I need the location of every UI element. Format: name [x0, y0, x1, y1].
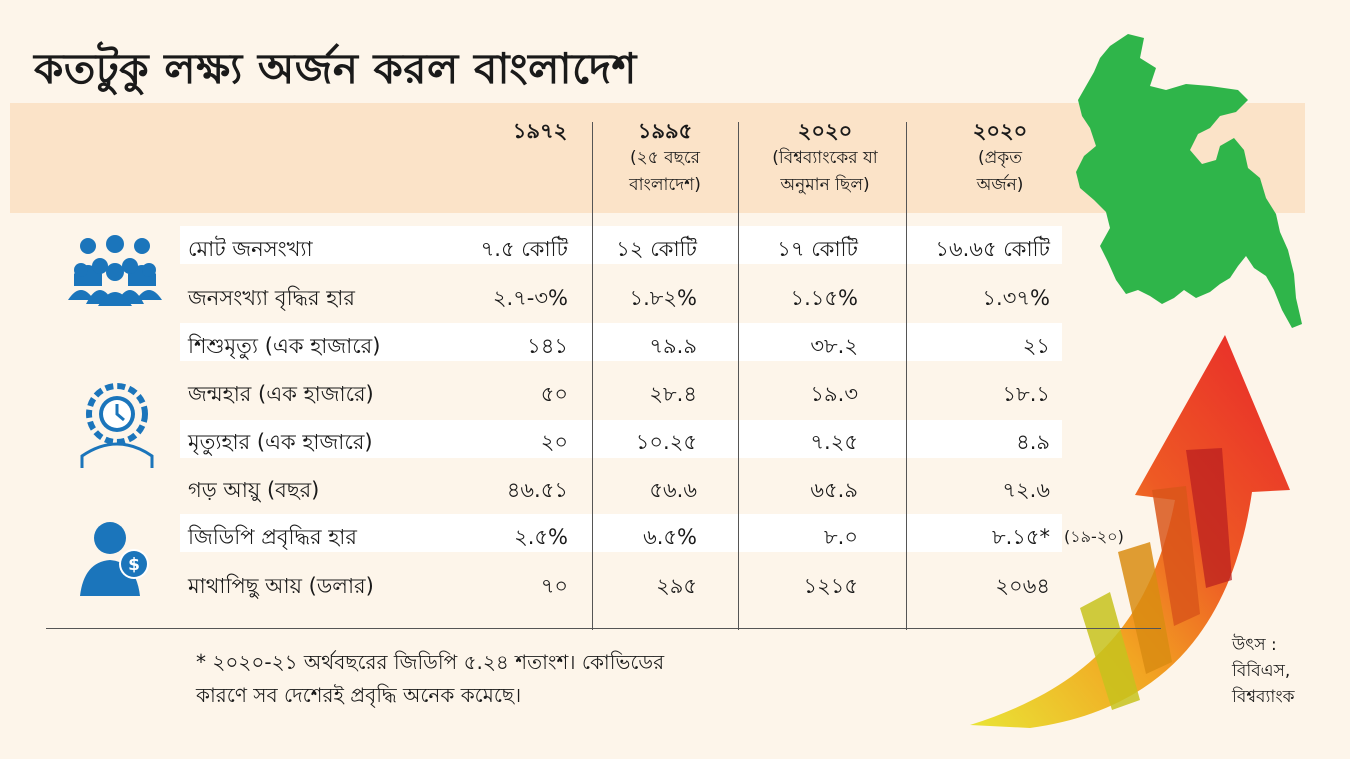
people-group-icon: [68, 235, 162, 306]
table-cell: ১৮.১: [1002, 382, 1050, 406]
table-cell: ২.৭-৩%: [492, 286, 568, 310]
column-header-1972: ১৯৭২: [512, 119, 568, 143]
table-cell: ৭.৫ কোটি: [480, 237, 568, 261]
table-cell: ৩৮.২: [810, 334, 858, 358]
row-band: [180, 514, 1062, 552]
table-cell: ২০: [540, 430, 568, 454]
table-cell: ২৮.৪: [649, 382, 697, 406]
table-cell: ৮.১৫*: [991, 525, 1050, 549]
row-label-gdp-growth: জিডিপি প্রবৃদ্ধির হার: [188, 525, 357, 549]
dollar-person-icon: $: [80, 522, 149, 596]
table-cell: ২০৬৪: [995, 574, 1050, 598]
table-cell: ১.১৫%: [790, 286, 858, 310]
source-credit: উৎস : বিবিএস, বিশ্বব্যাংক: [1232, 632, 1295, 710]
table-cell: ৬.৫%: [643, 525, 697, 549]
column-header-2020-actual: ২০২০ (প্রকৃত অর্জন): [972, 119, 1028, 195]
clock-gear-person-icon: [80, 383, 154, 468]
table-cell: ৬৫.৯: [810, 478, 858, 502]
row-band: [180, 226, 1062, 264]
map-shape: [1076, 34, 1302, 328]
column-header-2020-forecast: ২০২০ (বিশ্বব্যাংকের যা অনুমান ছিল): [772, 119, 878, 195]
column-divider: [738, 122, 739, 630]
page-title: কতটুকু লক্ষ্য অর্জন করল বাংলাদেশ: [34, 44, 637, 93]
arrow-step: [1152, 486, 1200, 626]
source-line: বিশ্বব্যাংক: [1232, 687, 1295, 707]
row-label-child-mortality: শিশুমৃত্যু (এক হাজারে): [188, 334, 381, 358]
row-label-birth-rate: জন্মহার (এক হাজারে): [188, 382, 374, 406]
table-cell: ৭৯.৯: [649, 334, 697, 358]
row-label-population-growth: জনসংখ্যা বৃদ্ধির হার: [188, 286, 355, 310]
row-band: [180, 323, 1062, 361]
row-band: [180, 420, 1062, 458]
table-cell: ৭.২৫: [810, 430, 858, 454]
rising-arrow: [970, 335, 1290, 728]
table-cell: ৭০: [540, 574, 568, 598]
table-cell: ৪৬.৫১: [506, 478, 568, 502]
row-label-total-population: মোট জনসংখ্যা: [188, 237, 313, 261]
table-cell: ১২ কোটি: [616, 237, 697, 261]
column-divider: [906, 122, 907, 630]
table-cell: ২৯৫: [656, 574, 697, 598]
table-cell: ১.৮২%: [629, 286, 697, 310]
column-header-1995: ১৯৯৫ (২৫ বছরে বাংলাদেশ): [629, 119, 701, 195]
row-label-life-expectancy: গড় আয়ু (বছর): [188, 478, 320, 502]
table-cell: ৮.০: [824, 525, 858, 549]
table-cell: ১৪১: [527, 334, 568, 358]
table-cell: ১৯.৩: [810, 382, 858, 406]
footnote-line: * ২০২০-২১ অর্থবছরের জিডিপি ৫.২৪ শতাংশ। ক…: [196, 650, 665, 674]
table-cell: ৫৬.৬: [649, 478, 697, 502]
table-bottom-rule: [46, 628, 1161, 629]
column-divider: [592, 122, 593, 630]
table-cell: ১.৩৭%: [982, 286, 1050, 310]
source-line: বিবিএস,: [1232, 661, 1291, 681]
arrow-step: [1186, 448, 1232, 588]
table-cell: ১০.২৫: [635, 430, 697, 454]
footnote: * ২০২০-২১ অর্থবছরের জিডিপি ৫.২৪ শতাংশ। ক…: [196, 646, 664, 712]
arrow-step: [1080, 592, 1140, 710]
table-cell: ২১: [1022, 334, 1050, 358]
row-label-per-capita-income: মাথাপিছু আয় (ডলার): [188, 574, 374, 598]
source-line: উৎস :: [1232, 635, 1277, 655]
dollar-symbol: $: [128, 555, 140, 575]
table-cell: ১২১৫: [803, 574, 858, 598]
table-cell: ৪.৯: [1016, 430, 1050, 454]
table-cell: ২.৫%: [514, 525, 568, 549]
arrow-body: [970, 335, 1290, 728]
gdp-period-note: (১৯-২০): [1064, 527, 1124, 546]
table-cell: ৫০: [540, 382, 568, 406]
footnote-line: কারণে সব দেশেরই প্রবৃদ্ধি অনেক কমেছে।: [196, 683, 522, 707]
bangladesh-map: [1076, 34, 1302, 328]
table-cell: ১৬.৬৫ কোটি: [935, 237, 1050, 261]
table-cell: ১৭ কোটি: [777, 237, 858, 261]
table-cell: ৭২.৬: [1002, 478, 1050, 502]
arrow-step: [1118, 542, 1172, 674]
row-label-death-rate: মৃত্যুহার (এক হাজারে): [188, 430, 373, 454]
